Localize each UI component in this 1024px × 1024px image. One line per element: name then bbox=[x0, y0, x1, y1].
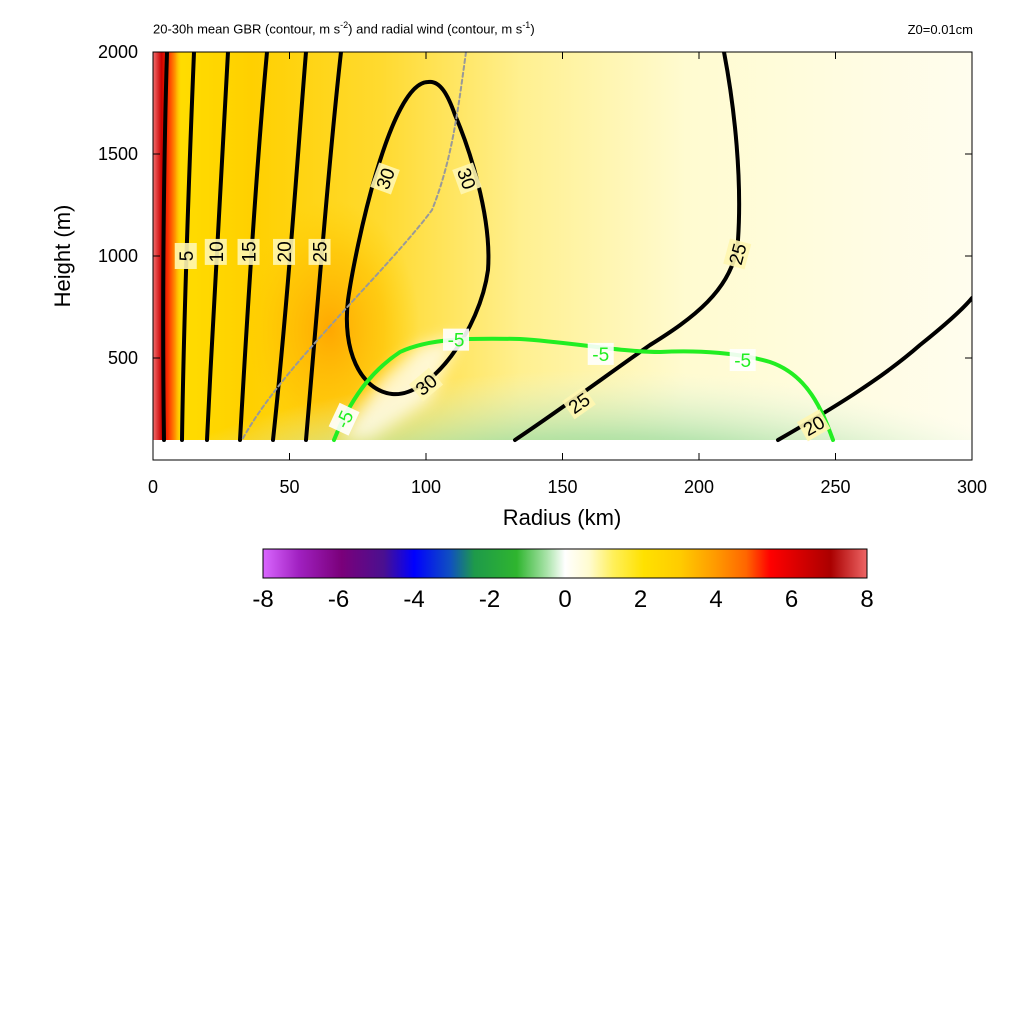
radial-wind-contour-label-bg bbox=[561, 386, 596, 420]
gbr-contour-label-text: -5 bbox=[592, 345, 609, 366]
colorbar-gradient bbox=[262, 548, 868, 579]
radial-wind-contour-5 bbox=[180, 52, 196, 442]
radial-wind-contour-label-text: 5 bbox=[177, 251, 198, 262]
radial-wind-contour-20 bbox=[271, 52, 308, 442]
radial-wind-contour-label-bg bbox=[370, 162, 400, 195]
radial-wind-contour-label-text: 10 bbox=[207, 241, 228, 262]
colorbar-tick-label: 2 bbox=[634, 586, 647, 613]
radial-wind-contour-label-bg bbox=[723, 238, 752, 270]
y-tick-label: 1500 bbox=[98, 144, 138, 164]
y-tick-label: 2000 bbox=[98, 42, 138, 62]
chart-title: 20-30h mean GBR (contour, m s-2) and rad… bbox=[153, 20, 535, 37]
radial-wind-contour-label-text: 15 bbox=[240, 241, 261, 262]
radial-wind-contour-label: 15 bbox=[237, 238, 261, 265]
x-axis: 0 50 100 150 200 250 300 bbox=[148, 52, 987, 497]
chart-subtitle-right: Z0=0.01cm bbox=[907, 22, 973, 37]
y-axis-label: Height (m) bbox=[50, 205, 75, 308]
dashed-reference-line bbox=[241, 52, 467, 441]
radial-wind-contour-label-bg bbox=[796, 409, 831, 442]
colorbar-tick-label: 8 bbox=[860, 586, 873, 613]
radial-wind-contour-15 bbox=[238, 52, 269, 442]
x-tick-label: 0 bbox=[148, 477, 158, 497]
gbr-shading-transition bbox=[340, 335, 460, 440]
gbr-contour-label: -5 bbox=[587, 342, 614, 366]
radial-wind-contour-10 bbox=[205, 52, 230, 442]
x-tick-label: 250 bbox=[820, 477, 850, 497]
radial-wind-contour-label: 10 bbox=[204, 238, 228, 265]
x-axis-label: Radius (km) bbox=[503, 505, 622, 530]
radial-wind-contour-label: 5 bbox=[174, 243, 198, 269]
y-tick-label: 1000 bbox=[98, 246, 138, 266]
radial-wind-contour-label: 25 bbox=[308, 238, 332, 265]
radial-wind-contour-label-bg bbox=[452, 162, 482, 195]
colorbar-tick-labels: -8 -6 -4 -2 0 2 4 6 8 bbox=[252, 586, 873, 613]
colorbar-tick-label: 0 bbox=[558, 586, 571, 613]
radial-wind-contour-label-bg bbox=[408, 367, 444, 402]
x-tick-label: 100 bbox=[411, 477, 441, 497]
colorbar-tick-label: -6 bbox=[328, 586, 349, 613]
radial-wind-contour-label-bg bbox=[273, 238, 296, 265]
radial-wind-contour-label-bg bbox=[174, 243, 197, 269]
x-tick-label: 150 bbox=[547, 477, 577, 497]
gbr-contour-label-bg bbox=[729, 349, 756, 372]
colorbar: -8 -6 -4 -2 0 2 4 6 8 bbox=[252, 548, 874, 613]
radial-wind-contour-label-bg bbox=[204, 238, 227, 265]
gbr-contour-label-text: -5 bbox=[734, 351, 751, 372]
colorbar-tick-label: 4 bbox=[709, 586, 722, 613]
radial-wind-contour-label: 20 bbox=[273, 238, 296, 265]
radial-wind-contour-label-text: 25 bbox=[311, 241, 332, 262]
radial-wind-contour-0 bbox=[161, 52, 169, 442]
gbr-contour-label-bg bbox=[328, 402, 360, 436]
gbr-contour-label: -5 bbox=[729, 349, 756, 372]
x-tick-label: 300 bbox=[957, 477, 987, 497]
radial-wind-contour-label: 30 bbox=[452, 162, 482, 195]
radial-wind-contour-25 bbox=[304, 52, 343, 442]
gbr-contour-label-bg bbox=[443, 328, 470, 351]
gbr-contour-label: -5 bbox=[443, 328, 470, 352]
radial-wind-contour-label-bg bbox=[308, 238, 331, 265]
radial-wind-contour-label-bg bbox=[237, 238, 260, 265]
colorbar-tick-label: -8 bbox=[252, 586, 273, 613]
colorbar-tick-label: -2 bbox=[479, 586, 500, 613]
plot-bottom-gap bbox=[153, 440, 972, 460]
radial-wind-contour-label-text: 20 bbox=[275, 241, 296, 262]
gbr-contour-label-bg bbox=[587, 342, 614, 365]
colorbar-tick-label: -4 bbox=[403, 586, 424, 613]
x-tick-label: 200 bbox=[684, 477, 714, 497]
x-tick-label: 50 bbox=[279, 477, 299, 497]
gbr-contour-label-text: -5 bbox=[448, 331, 465, 352]
y-axis: 500 1000 1500 2000 bbox=[98, 42, 972, 368]
y-tick-label: 500 bbox=[108, 348, 138, 368]
colorbar-tick-label: 6 bbox=[785, 586, 798, 613]
